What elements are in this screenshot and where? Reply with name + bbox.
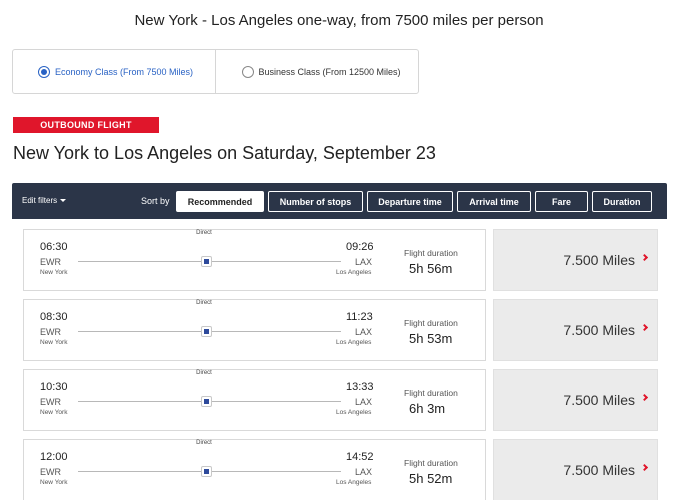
arrival-code: LAX bbox=[355, 327, 373, 337]
results-panel: Edit filters Sort by Recommended Number … bbox=[12, 183, 667, 500]
flight-card[interactable]: Direct 08:30 EWR New York 11:23 LAX Los … bbox=[23, 299, 486, 361]
sort-buttons: Recommended Number of stops Departure ti… bbox=[176, 191, 656, 212]
filter-bar: Edit filters Sort by Recommended Number … bbox=[12, 183, 667, 219]
arrival-code: LAX bbox=[355, 257, 373, 267]
flight-card[interactable]: Direct 10:30 EWR New York 13:33 LAX Los … bbox=[23, 369, 486, 431]
airline-logo-icon bbox=[201, 326, 212, 337]
departure-code: EWR bbox=[40, 257, 61, 267]
radio-unselected-icon[interactable] bbox=[241, 65, 254, 78]
fare-value: 7.500 Miles bbox=[563, 392, 635, 408]
flight-card[interactable]: Direct 12:00 EWR New York 14:52 LAX Los … bbox=[23, 439, 486, 500]
departure-code: EWR bbox=[40, 397, 61, 407]
sort-recommended-button[interactable]: Recommended bbox=[176, 191, 264, 212]
departure-time: 08:30 bbox=[40, 311, 68, 323]
duration-value: 6h 3m bbox=[409, 401, 446, 416]
tab-economy-class[interactable]: Economy Class (From 7500 Miles) bbox=[13, 50, 215, 93]
chevron-right-icon bbox=[640, 253, 649, 262]
duration-value: 5h 52m bbox=[409, 471, 453, 486]
class-tabs: Economy Class (From 7500 Miles) Business… bbox=[12, 49, 419, 94]
stops-label: Direct bbox=[196, 440, 212, 446]
flight-row: Direct 08:30 EWR New York 11:23 LAX Los … bbox=[23, 299, 658, 361]
outbound-badge: OUTBOUND FLIGHT bbox=[13, 117, 159, 133]
duration-label: Flight duration bbox=[404, 318, 458, 328]
edit-filters-label: Edit filters bbox=[22, 196, 58, 205]
airline-logo-icon bbox=[201, 396, 212, 407]
fare-button[interactable]: 7.500 Miles bbox=[493, 229, 658, 291]
page-title: New York - Los Angeles one-way, from 750… bbox=[134, 12, 544, 29]
caret-down-icon bbox=[60, 199, 67, 202]
departure-city: New York bbox=[40, 479, 68, 486]
fare-button[interactable]: 7.500 Miles bbox=[493, 369, 658, 431]
departure-city: New York bbox=[40, 269, 68, 276]
departure-time: 12:00 bbox=[40, 451, 68, 463]
chevron-right-icon bbox=[640, 393, 649, 402]
duration-value: 5h 56m bbox=[409, 261, 453, 276]
chevron-right-icon bbox=[640, 323, 649, 332]
departure-code: EWR bbox=[40, 327, 61, 337]
stops-label: Direct bbox=[196, 230, 212, 236]
fare-button[interactable]: 7.500 Miles bbox=[493, 299, 658, 361]
fare-value: 7.500 Miles bbox=[563, 252, 635, 268]
sort-duration-button[interactable]: Duration bbox=[592, 191, 652, 212]
section-title: New York to Los Angeles on Saturday, Sep… bbox=[13, 143, 436, 163]
chevron-right-icon bbox=[640, 463, 649, 472]
departure-city: New York bbox=[40, 339, 68, 346]
sort-arrival-time-button[interactable]: Arrival time bbox=[457, 191, 531, 212]
departure-time: 06:30 bbox=[40, 241, 68, 253]
fare-value: 7.500 Miles bbox=[563, 462, 635, 478]
sort-fare-button[interactable]: Fare bbox=[535, 191, 588, 212]
airline-logo-icon bbox=[201, 466, 212, 477]
arrival-city: Los Angeles bbox=[336, 269, 372, 276]
edit-filters-button[interactable]: Edit filters bbox=[22, 196, 67, 205]
arrival-city: Los Angeles bbox=[336, 339, 372, 346]
arrival-city: Los Angeles bbox=[336, 409, 372, 416]
sort-by-label: Sort by bbox=[141, 196, 170, 206]
flight-row: Direct 06:30 EWR New York 09:26 LAX Los … bbox=[23, 229, 658, 291]
flight-list: Direct 06:30 EWR New York 09:26 LAX Los … bbox=[12, 219, 667, 500]
radio-selected-icon[interactable] bbox=[38, 65, 50, 78]
fare-button[interactable]: 7.500 Miles bbox=[493, 439, 658, 500]
tab-business-class[interactable]: Business Class (From 12500 Miles) bbox=[214, 50, 419, 93]
arrival-code: LAX bbox=[355, 467, 373, 477]
arrival-time: 09:26 bbox=[346, 241, 374, 253]
flight-row: Direct 12:00 EWR New York 14:52 LAX Los … bbox=[23, 439, 658, 500]
arrival-time: 11:23 bbox=[346, 311, 373, 323]
stops-label: Direct bbox=[196, 370, 212, 376]
tab-economy-label: Economy Class (From 7500 Miles) bbox=[55, 66, 194, 77]
departure-time: 10:30 bbox=[40, 381, 68, 393]
arrival-city: Los Angeles bbox=[336, 479, 372, 486]
fare-value: 7.500 Miles bbox=[563, 322, 635, 338]
departure-code: EWR bbox=[40, 467, 61, 477]
arrival-time: 13:33 bbox=[346, 381, 374, 393]
tab-business-label: Business Class (From 12500 Miles) bbox=[258, 66, 401, 77]
sort-number-of-stops-button[interactable]: Number of stops bbox=[268, 191, 363, 212]
duration-value: 5h 53m bbox=[409, 331, 453, 346]
flight-row: Direct 10:30 EWR New York 13:33 LAX Los … bbox=[23, 369, 658, 431]
duration-label: Flight duration bbox=[404, 458, 458, 468]
sort-departure-time-button[interactable]: Departure time bbox=[367, 191, 453, 212]
airline-logo-icon bbox=[201, 256, 212, 267]
duration-label: Flight duration bbox=[404, 248, 458, 258]
stops-label: Direct bbox=[196, 300, 212, 306]
arrival-code: LAX bbox=[355, 397, 373, 407]
departure-city: New York bbox=[40, 409, 68, 416]
flight-card[interactable]: Direct 06:30 EWR New York 09:26 LAX Los … bbox=[23, 229, 486, 291]
duration-label: Flight duration bbox=[404, 388, 458, 398]
arrival-time: 14:52 bbox=[346, 451, 374, 463]
